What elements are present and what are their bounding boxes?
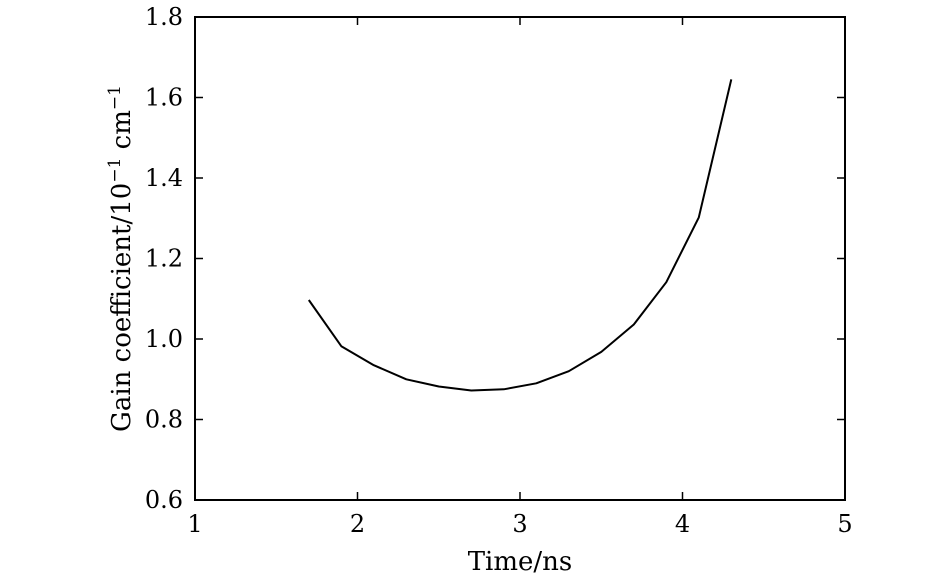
y-axis-label-base: Gain coefficient/10	[107, 183, 137, 432]
series-line	[307, 79, 733, 392]
y-tick-label: 1.8	[145, 3, 183, 31]
x-tick-label: 2	[350, 510, 365, 538]
plot-frame	[194, 16, 846, 501]
x-tick-label: 3	[512, 510, 527, 538]
x-tick-label: 4	[675, 510, 690, 538]
y-tick-label: 0.6	[145, 486, 183, 514]
x-tick-label: 5	[837, 510, 852, 538]
y-axis-label-exponent-1: −1	[105, 158, 125, 183]
x-tick-label: 1	[187, 510, 202, 538]
y-tick-label: 1.4	[145, 164, 183, 192]
y-tick-label: 0.8	[145, 406, 183, 434]
y-tick-label: 1.6	[145, 84, 183, 112]
y-axis-ticks: 0.6 0.8 1.0 1.2 1.4 1.6 1.8	[145, 3, 845, 514]
y-axis-label-unit: cm	[107, 110, 137, 157]
y-tick-label: 1.2	[145, 245, 183, 273]
y-axis-label: Gain coefficient/10−1 cm−1	[105, 85, 137, 432]
x-axis-ticks: 1 2 3 4 5	[187, 17, 853, 538]
x-axis-label: Time/ns	[468, 547, 573, 577]
y-axis-label-exponent-2: −1	[105, 85, 125, 110]
y-tick-label: 1.0	[145, 325, 183, 353]
series-layer	[307, 79, 733, 392]
